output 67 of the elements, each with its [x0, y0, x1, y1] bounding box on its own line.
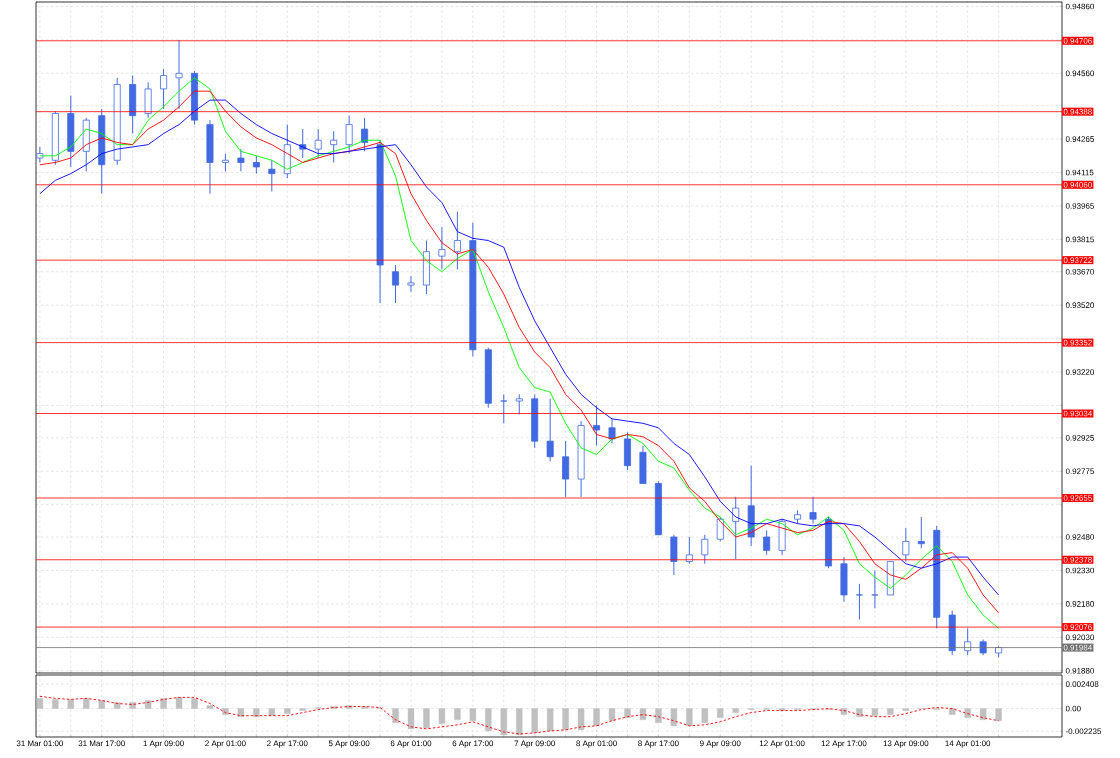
bar: [655, 708, 662, 723]
bar: [732, 708, 739, 713]
candlestick: [763, 529, 771, 556]
bar: [144, 700, 152, 709]
candlestick: [608, 418, 616, 444]
bar: [160, 698, 167, 709]
bar: [423, 708, 430, 729]
candlestick: [237, 148, 245, 172]
bar: [206, 705, 214, 709]
bar: [438, 708, 446, 724]
bar: [871, 708, 879, 716]
bar: [454, 708, 461, 720]
candlestick: [593, 404, 601, 447]
bar: [840, 708, 848, 715]
candlestick: [345, 115, 353, 155]
bar: [717, 708, 724, 718]
bar: [237, 708, 245, 717]
candlestick: [855, 583, 863, 620]
candlestick: [330, 130, 338, 163]
bar: [979, 708, 987, 720]
candlestick: [500, 393, 508, 424]
candlestick: [809, 496, 817, 525]
candlestick: [453, 211, 461, 270]
bar: [392, 708, 399, 723]
bar: [856, 708, 863, 717]
candlestick: [685, 536, 693, 565]
bar: [964, 708, 971, 718]
candlestick: [701, 534, 709, 565]
candlestick: [268, 159, 276, 192]
bar: [887, 708, 894, 715]
candlestick: [964, 627, 972, 656]
candlestick: [546, 398, 554, 462]
bar: [469, 708, 477, 721]
candlestick: [871, 569, 879, 609]
candlestick: [917, 516, 925, 549]
candlestick: [314, 128, 322, 159]
candlestick: [392, 264, 400, 304]
bar: [113, 702, 121, 709]
bar: [902, 708, 910, 711]
bar: [624, 708, 631, 718]
candlestick: [562, 440, 570, 498]
bar: [949, 708, 956, 715]
candlestick: [732, 496, 740, 560]
candlestick: [716, 516, 724, 542]
bar: [686, 708, 693, 727]
candlestick: [902, 527, 910, 563]
candlestick: [36, 146, 44, 163]
bar: [83, 698, 90, 709]
bar: [253, 708, 260, 717]
bar: [191, 698, 198, 709]
bar: [175, 697, 183, 709]
candlestick: [175, 39, 183, 110]
bar: [67, 699, 74, 709]
bar: [639, 708, 647, 720]
bar: [268, 708, 276, 716]
bar: [52, 699, 59, 709]
bar: [701, 708, 708, 723]
candlestick: [438, 226, 446, 270]
bar: [284, 708, 291, 714]
bar: [98, 700, 105, 709]
bar: [299, 708, 306, 711]
candlestick: [515, 393, 523, 415]
candlestick: [407, 275, 415, 293]
bar: [593, 708, 600, 727]
bar: [670, 708, 678, 727]
candlestick: [160, 68, 168, 110]
bar: [608, 708, 616, 721]
